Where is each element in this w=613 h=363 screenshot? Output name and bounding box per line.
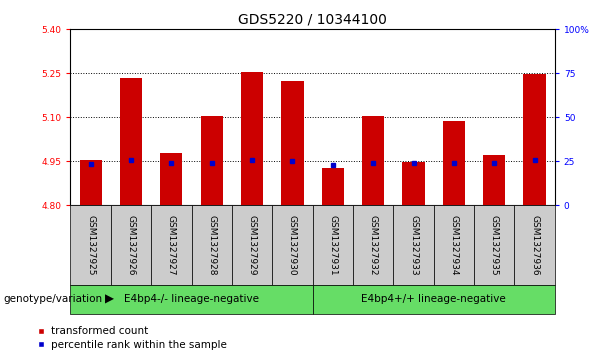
Bar [232,205,272,285]
Text: GSM1327933: GSM1327933 [409,215,418,276]
Legend: transformed count, percentile rank within the sample: transformed count, percentile rank withi… [36,326,227,350]
Text: GSM1327930: GSM1327930 [288,215,297,276]
Bar [402,162,425,205]
Bar [272,205,313,285]
Bar [394,205,434,285]
Text: GSM1327934: GSM1327934 [449,215,459,275]
Bar [70,205,111,285]
Text: ▶: ▶ [105,293,115,306]
Bar [200,116,223,205]
Text: GSM1327935: GSM1327935 [490,215,499,276]
Bar [241,72,263,205]
Bar [281,81,303,205]
Bar [160,153,183,205]
Bar [362,116,384,205]
Bar [524,74,546,205]
Bar [483,155,505,205]
Bar [322,168,344,205]
Text: GSM1327936: GSM1327936 [530,215,539,276]
Text: genotype/variation: genotype/variation [3,294,102,305]
Text: GSM1327927: GSM1327927 [167,215,176,275]
Bar [313,285,555,314]
Bar [70,285,313,314]
Text: GSM1327929: GSM1327929 [248,215,257,275]
Bar [151,205,191,285]
Text: GSM1327932: GSM1327932 [368,215,378,275]
Bar [111,205,151,285]
Text: GSM1327925: GSM1327925 [86,215,95,275]
Bar [514,205,555,285]
Bar [313,205,353,285]
Bar [191,205,232,285]
Bar [443,121,465,205]
Bar [433,205,474,285]
Bar [353,205,394,285]
Text: E4bp4-/- lineage-negative: E4bp4-/- lineage-negative [124,294,259,305]
Text: GSM1327931: GSM1327931 [329,215,337,276]
Bar [120,78,142,205]
Text: E4bp4+/+ lineage-negative: E4bp4+/+ lineage-negative [361,294,506,305]
Text: GSM1327928: GSM1327928 [207,215,216,275]
Text: GSM1327926: GSM1327926 [126,215,135,275]
Title: GDS5220 / 10344100: GDS5220 / 10344100 [238,12,387,26]
Bar [474,205,514,285]
Bar [80,160,102,205]
